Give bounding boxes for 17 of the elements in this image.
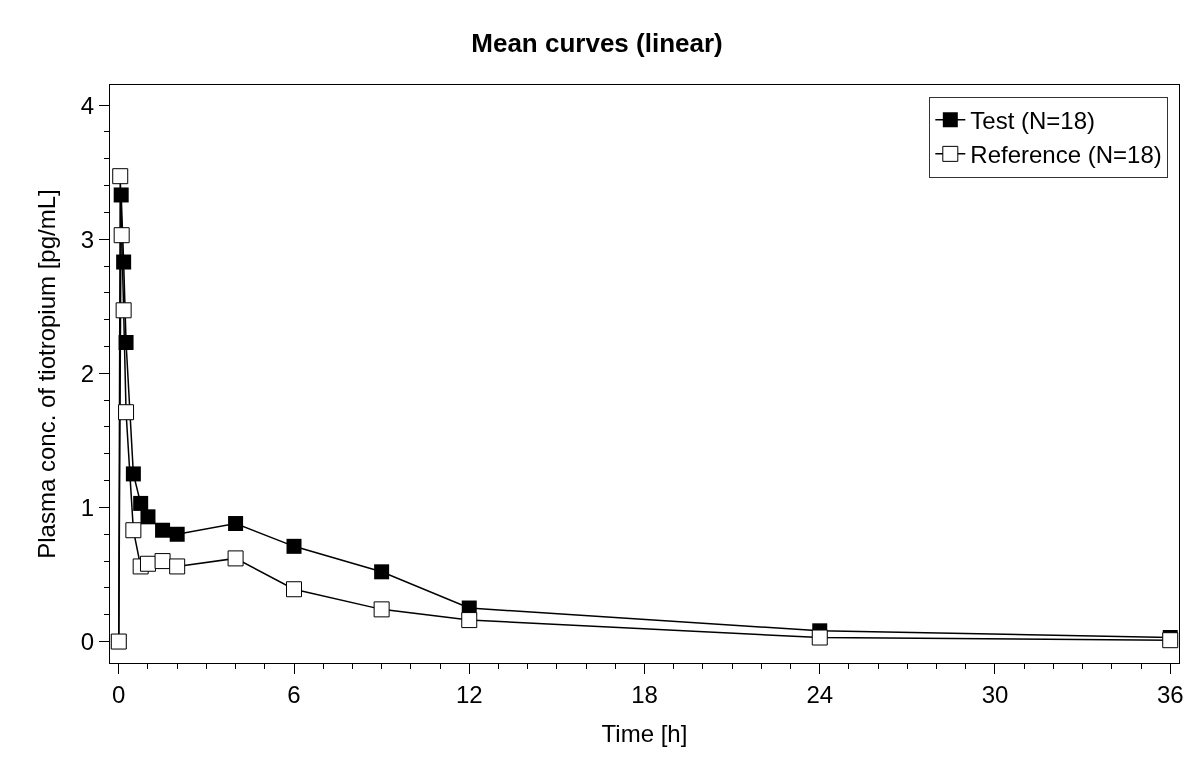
legend-label: Reference (N=18) (970, 141, 1162, 169)
x-axis-title: Time [h] (601, 720, 688, 748)
x-tick-label: 30 (981, 680, 1009, 708)
x-tick-label: 24 (806, 680, 834, 708)
y-tick-label: 3 (80, 225, 95, 253)
x-tick-label: 18 (631, 680, 658, 708)
y-axis-title: Plasma conc. of tiotropium [pg/mL] (32, 189, 60, 559)
x-tick-label: 0 (112, 680, 126, 708)
y-tick-label: 0 (80, 627, 95, 655)
y-tick-label: 1 (80, 493, 95, 521)
x-tick-label: 36 (1156, 680, 1184, 708)
legend-label: Test (N=18) (970, 107, 1096, 135)
x-tick-label: 6 (287, 680, 301, 708)
chart-title: Mean curves (linear) (471, 28, 723, 59)
y-tick-label: 4 (80, 91, 95, 119)
x-tick-label: 12 (455, 680, 483, 708)
y-tick-label: 2 (80, 359, 95, 387)
